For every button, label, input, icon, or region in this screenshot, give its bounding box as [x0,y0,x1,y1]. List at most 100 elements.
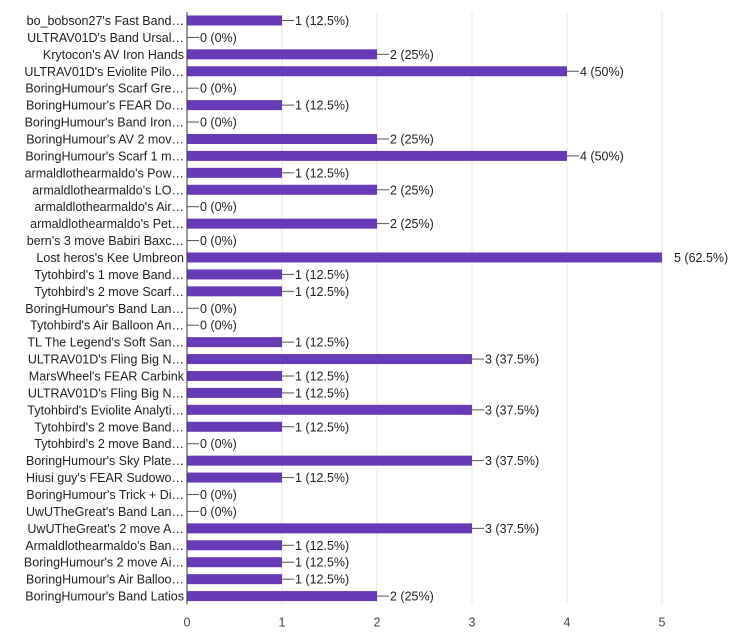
category-label: Tytohbird's 1 move Band… [34,268,184,282]
bar [187,167,282,178]
value-label: 4 (50%) [580,149,624,163]
bar [187,218,377,229]
category-label: BoringHumour's Band Latios [25,590,184,604]
value-label: 3 (37.5%) [485,403,539,417]
value-label: 1 (12.5%) [295,471,349,485]
category-label: BoringHumour's Band Iron… [25,116,184,130]
value-label: 2 (25%) [390,183,434,197]
bar [187,354,472,365]
value-label: 1 (12.5%) [295,369,349,383]
bar [187,523,472,534]
value-label: 1 (12.5%) [295,285,349,299]
category-label: BoringHumour's FEAR Do… [26,99,184,113]
bar [187,370,282,381]
category-label: BoringHumour's Air Balloo… [26,573,184,587]
category-label: Lost heros's Kee Umbreon [36,251,184,265]
value-label: 3 (37.5%) [485,353,539,367]
value-label: 1 (12.5%) [295,99,349,113]
category-label: BoringHumour's 2 move Ai… [24,556,184,570]
category-label: Tytohbird's Air Balloon An… [30,319,184,333]
category-label: Tytohbird's 2 move Band… [34,420,184,434]
bar [187,286,282,297]
category-label: bo_bobson27's Fast Band… [27,14,184,28]
x-tick-label: 2 [374,616,381,630]
bar [187,184,377,195]
value-label: 2 (25%) [390,217,434,231]
bar [187,100,282,111]
value-label: 1 (12.5%) [295,14,349,28]
value-label: 2 (25%) [390,590,434,604]
category-label: armaldlothearmaldo's LO… [32,183,184,197]
bar [187,269,282,280]
category-label: MarsWheel's FEAR Carbink [29,369,185,383]
category-label: BoringHumour's Sky Plate… [26,454,184,468]
value-label: 1 (12.5%) [295,539,349,553]
category-label: Krytocon's AV Iron Hands [43,48,184,62]
value-label: 0 (0%) [200,319,237,333]
bar [187,15,282,26]
category-label: ULTRAV01D's Band Ursal… [27,31,184,45]
bar [187,150,567,161]
x-tick-label: 5 [659,616,666,630]
bar [187,133,377,144]
category-label: ULTRAV01D's Fling Big N… [28,386,184,400]
value-label: 0 (0%) [200,488,237,502]
value-label: 4 (50%) [580,65,624,79]
x-tick-label: 0 [184,616,191,630]
bar [187,404,472,415]
value-label: 1 (12.5%) [295,386,349,400]
bar [187,49,377,60]
bar [187,421,282,432]
bar [187,540,282,551]
value-label: 1 (12.5%) [295,268,349,282]
bar [187,387,282,398]
value-label: 0 (0%) [200,234,237,248]
category-label: armaldlothearmaldo's Air… [34,200,184,214]
category-label: Tytohbird's Eviolite Analyti… [27,403,184,417]
bar [187,66,567,77]
value-label: 0 (0%) [200,302,237,316]
category-label: BoringHumour's Trick + Di… [26,488,184,502]
value-label: 5 (62.5%) [674,251,728,265]
x-tick-label: 4 [564,616,571,630]
category-label: ULTRAV01D's Fling Big N… [28,353,184,367]
category-label: BoringHumour's Scarf 1 m… [25,149,184,163]
value-label: 3 (37.5%) [485,522,539,536]
category-label: BoringHumour's Band Lan… [25,302,184,316]
bar [187,252,662,263]
value-label: 0 (0%) [200,437,237,451]
bar [187,472,282,483]
bar [187,591,377,602]
value-label: 0 (0%) [200,31,237,45]
category-label: TL The Legend's Soft San… [27,336,184,350]
category-label: Tytohbird's 2 move Scarf… [34,285,184,299]
value-label: 0 (0%) [200,200,237,214]
value-label: 1 (12.5%) [295,573,349,587]
value-label: 0 (0%) [200,82,237,96]
value-label: 2 (25%) [390,48,434,62]
value-label: 1 (12.5%) [295,336,349,350]
value-label: 3 (37.5%) [485,454,539,468]
category-label: armaldlothearmaldo's Pow… [25,166,184,180]
bar [187,337,282,348]
bar [187,574,282,585]
bars: 1 (12.5%) 0 (0%) 2 (25%) 4 (50%) 0 (0%) 1 (12… [187,14,728,604]
x-tick-label: 3 [469,616,476,630]
value-label: 2 (25%) [390,132,434,146]
bar [187,455,472,466]
category-label: Tytohbird's 2 move Band… [34,437,184,451]
value-label: 0 (0%) [200,505,237,519]
category-label: Armaldlothearmaldo's Ban… [25,539,184,553]
value-label: 1 (12.5%) [295,556,349,570]
category-label: armaldlothearmaldo's Pet… [30,217,184,231]
value-label: 1 (12.5%) [295,166,349,180]
axes: 0 1 2 3 4 5 bo_bobson27's Fast Band… ULTRAV01D'… [24,12,666,630]
value-label: 0 (0%) [200,116,237,130]
value-label: 1 (12.5%) [295,420,349,434]
x-tick-label: 1 [279,616,286,630]
category-label: Hiusi guy's FEAR Sudowo… [26,471,184,485]
grid-lines [281,12,663,605]
category-label: bern's 3 move Babiri Baxc… [27,234,184,248]
bar [187,557,282,568]
